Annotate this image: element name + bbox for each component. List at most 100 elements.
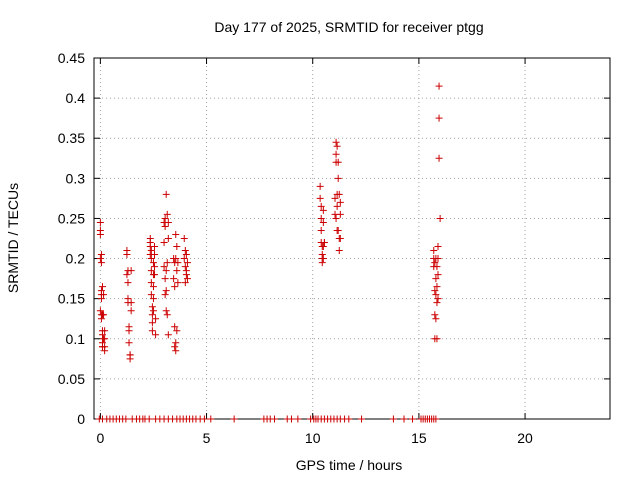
data-point xyxy=(317,226,325,234)
data-point xyxy=(319,255,327,263)
data-point xyxy=(152,331,160,339)
data-point xyxy=(151,263,159,271)
data-point xyxy=(200,415,208,423)
data-point xyxy=(123,271,131,279)
data-point xyxy=(96,255,104,263)
data-point xyxy=(172,255,180,263)
data-point xyxy=(432,315,440,323)
data-point xyxy=(127,267,135,275)
data-point xyxy=(171,323,179,331)
data-point xyxy=(435,82,443,90)
data-point xyxy=(145,415,153,423)
data-point xyxy=(334,174,342,182)
data-point xyxy=(123,251,131,259)
data-point xyxy=(148,311,156,319)
data-point xyxy=(96,230,104,238)
data-point xyxy=(181,247,189,255)
data-points xyxy=(95,82,444,423)
y-tick-label: 0.35 xyxy=(58,130,85,146)
data-point xyxy=(389,415,397,423)
data-point xyxy=(335,247,343,255)
x-tick-label: 10 xyxy=(305,430,321,446)
data-point xyxy=(148,319,156,327)
data-point xyxy=(147,267,155,275)
chart-title: Day 177 of 2025, SRMTID for receiver ptg… xyxy=(214,19,483,35)
data-point xyxy=(345,415,353,423)
data-point xyxy=(183,275,191,283)
data-point xyxy=(161,291,169,299)
y-tick-label: 0.15 xyxy=(58,291,85,307)
data-point xyxy=(97,259,105,267)
data-point xyxy=(287,415,295,423)
data-point xyxy=(435,114,443,122)
data-point xyxy=(173,243,181,251)
data-point xyxy=(161,214,169,222)
data-point xyxy=(149,307,157,315)
data-point xyxy=(172,230,180,238)
data-point xyxy=(319,206,327,214)
data-point xyxy=(358,415,366,423)
data-point xyxy=(96,218,104,226)
data-point xyxy=(316,182,324,190)
data-point xyxy=(431,287,439,295)
data-point xyxy=(127,307,135,315)
data-point xyxy=(147,247,155,255)
axis-ticks: 0 0.05 0.1 0.15 0.2 0.25 0.3 0.35 0.4 0.45 0 5 10 15 2… xyxy=(58,50,610,446)
y-tick-label: 0.2 xyxy=(66,251,86,267)
data-point xyxy=(294,415,302,423)
data-point xyxy=(101,335,109,343)
data-point xyxy=(431,259,439,267)
data-point xyxy=(147,279,155,287)
data-point xyxy=(434,255,442,263)
data-point xyxy=(101,327,109,335)
data-point xyxy=(125,327,133,335)
data-point xyxy=(101,347,109,355)
data-point xyxy=(316,194,324,202)
y-tick-label: 0.4 xyxy=(66,90,86,106)
data-point xyxy=(270,415,278,423)
data-point xyxy=(149,295,157,303)
y-tick-label: 0.1 xyxy=(66,331,86,347)
data-point xyxy=(432,415,440,423)
data-point xyxy=(148,303,156,311)
grid xyxy=(94,58,610,419)
data-point xyxy=(163,210,171,218)
data-point xyxy=(333,142,341,150)
data-point xyxy=(171,283,179,291)
data-point xyxy=(164,235,172,242)
data-point xyxy=(431,311,439,319)
data-point xyxy=(182,271,190,279)
data-point xyxy=(162,267,170,275)
data-point xyxy=(122,415,130,423)
data-point xyxy=(164,218,172,226)
data-point xyxy=(163,311,171,319)
data-point xyxy=(100,311,108,319)
x-tick-label: 0 xyxy=(96,430,104,446)
data-point xyxy=(97,251,105,259)
data-point xyxy=(182,251,190,259)
data-point xyxy=(100,291,108,299)
data-point xyxy=(161,222,169,230)
data-point xyxy=(160,239,168,247)
data-point xyxy=(319,218,327,226)
data-point xyxy=(432,291,440,299)
data-point xyxy=(430,247,438,255)
data-point xyxy=(172,347,180,355)
data-point xyxy=(181,263,189,271)
x-tick-label: 5 xyxy=(203,430,211,446)
data-point xyxy=(332,214,340,222)
data-point xyxy=(335,190,343,198)
data-point xyxy=(147,291,155,299)
data-point xyxy=(180,235,188,242)
data-point xyxy=(181,279,189,287)
data-point xyxy=(334,158,342,166)
data-point xyxy=(127,299,135,307)
data-point xyxy=(149,259,157,267)
data-point xyxy=(433,263,441,271)
data-point xyxy=(124,279,132,287)
data-point xyxy=(174,259,182,267)
data-point xyxy=(332,138,340,146)
data-point xyxy=(334,226,342,234)
data-point xyxy=(172,339,180,347)
data-point xyxy=(183,259,191,267)
